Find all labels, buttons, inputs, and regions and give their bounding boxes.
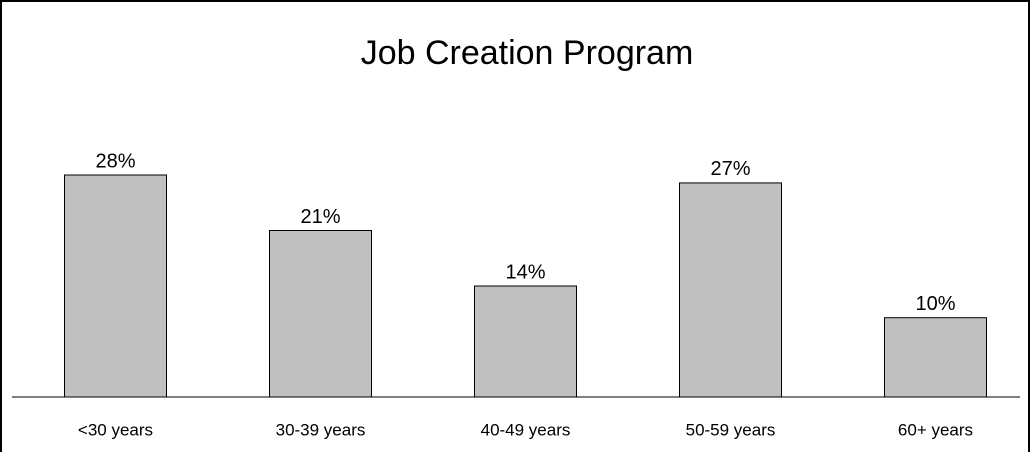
value-label: 14% xyxy=(505,261,545,283)
x-tick-label: <30 years xyxy=(78,420,153,439)
bar xyxy=(269,230,372,398)
bar xyxy=(474,285,577,398)
value-label: 28% xyxy=(95,150,135,172)
value-label: 21% xyxy=(300,206,340,228)
bar xyxy=(64,174,167,398)
bar xyxy=(679,182,782,398)
x-tick-label: 60+ years xyxy=(898,420,973,439)
x-tick-label: 50-59 years xyxy=(686,420,776,439)
x-tick-label: 40-49 years xyxy=(481,420,571,439)
value-label: 10% xyxy=(915,293,955,315)
chart-title: Job Creation Program xyxy=(361,34,694,72)
x-tick-label: 30-39 years xyxy=(276,420,366,439)
value-label: 27% xyxy=(710,158,750,180)
bar xyxy=(884,317,987,398)
